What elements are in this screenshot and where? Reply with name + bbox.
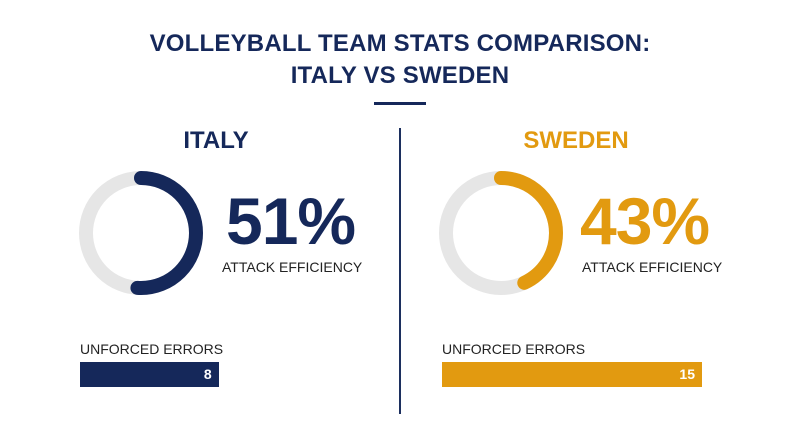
italy-errors-label: UNFORCED ERRORS bbox=[80, 341, 224, 357]
italy-errors-value: 8 bbox=[203, 366, 212, 382]
center-divider bbox=[399, 128, 401, 414]
italy-team-name: ITALY bbox=[183, 127, 249, 154]
title-underline bbox=[374, 102, 426, 105]
italy-attack-efficiency-value: 51% bbox=[226, 184, 356, 258]
sweden-attack-efficiency-value: 43% bbox=[580, 184, 710, 258]
italy-errors-bar-area: 8 bbox=[80, 362, 360, 387]
sweden-team-name: SWEDEN bbox=[523, 127, 629, 154]
italy-errors-bar: 8 bbox=[80, 362, 219, 387]
sweden-errors-bar: 15 bbox=[442, 362, 702, 387]
title-line-1: VOLLEYBALL TEAM STATS COMPARISON: bbox=[149, 30, 651, 57]
title-line-2: ITALY VS SWEDEN bbox=[290, 62, 510, 89]
italy-attack-efficiency-label: ATTACK EFFICIENCY bbox=[222, 259, 363, 275]
sweden-errors-bar-area: 15 bbox=[442, 362, 722, 387]
chart-title: VOLLEYBALL TEAM STATS COMPARISON: ITALY … bbox=[0, 28, 800, 92]
sweden-attack-efficiency-label: ATTACK EFFICIENCY bbox=[582, 259, 723, 275]
sweden-errors-label: UNFORCED ERRORS bbox=[442, 341, 586, 357]
italy-ring-arc bbox=[79, 171, 203, 295]
sweden-efficiency-ring bbox=[439, 171, 563, 295]
sweden-errors-value: 15 bbox=[679, 366, 695, 382]
italy-efficiency-ring bbox=[79, 171, 203, 295]
sweden-ring-arc bbox=[439, 171, 563, 295]
